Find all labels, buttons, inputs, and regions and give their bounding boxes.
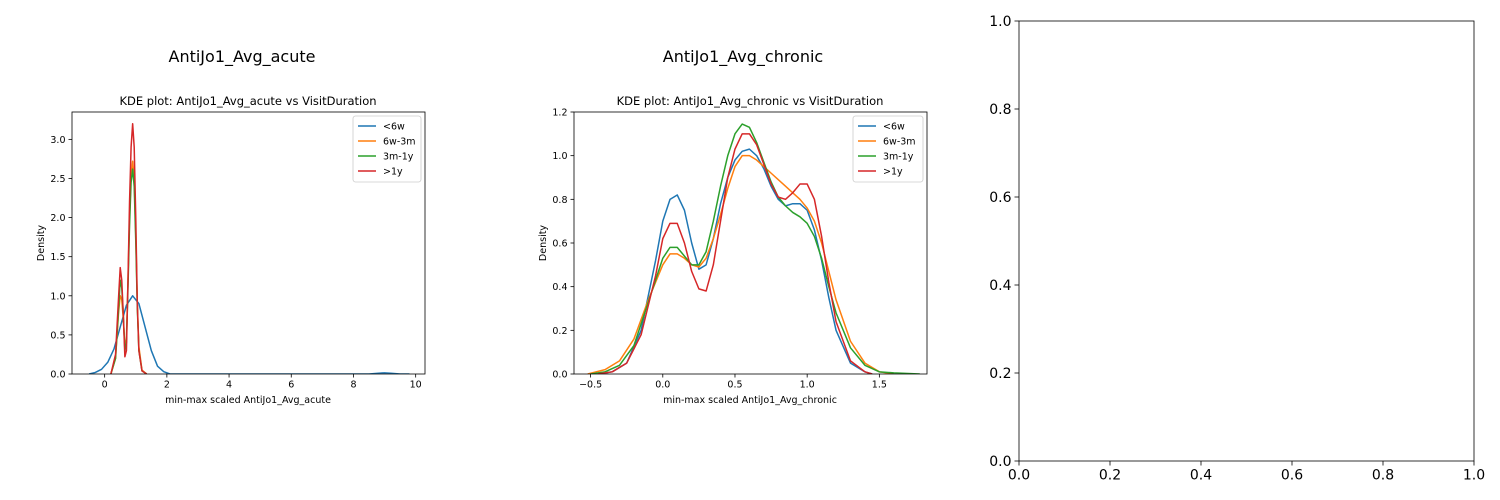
kde-panel-chronic: AntiJo1_Avg_chronic KDE plot: AntiJo1_Av… <box>538 47 928 406</box>
x-tick-label: 0.8 <box>1372 468 1394 484</box>
x-tick-label: 10 <box>410 380 422 391</box>
figure-title-chronic: AntiJo1_Avg_chronic <box>663 47 823 67</box>
y-tick-label: 1.5 <box>50 252 65 263</box>
y-tick-label: 0.0 <box>989 454 1011 470</box>
legend-label: 6w-3m <box>383 137 416 148</box>
y-tick-label: 3.0 <box>50 135 65 146</box>
axes-title-chronic: KDE plot: AntiJo1_Avg_chronic vs VisitDu… <box>617 94 884 108</box>
y-tick-label: 0.8 <box>552 195 567 206</box>
x-tick-label: 1.0 <box>800 380 815 391</box>
x-tick-label: 8 <box>350 380 356 391</box>
series-line-0 <box>88 295 410 374</box>
y-tick-label: 2.0 <box>50 213 65 224</box>
legend-label: <6w <box>383 122 405 133</box>
legend: <6w 6w-3m 3m-1y >1y <box>352 115 422 183</box>
x-tick-label: 0.0 <box>655 380 670 391</box>
x-tick-label: 4 <box>226 380 232 391</box>
x-tick-label: 0.6 <box>1281 468 1303 484</box>
y-axis-label-chronic: Density <box>538 225 549 261</box>
y-tick-label: 0.6 <box>989 190 1011 206</box>
x-tick-label: 0.4 <box>1190 468 1212 484</box>
plot-area-chronic: −0.5 0.0 0.5 1.0 1.5 0.0 0.2 0.4 0.6 0.8 1.0 1.2 <6w… <box>552 108 928 391</box>
x-tick-label: 0.5 <box>727 380 742 391</box>
legend-label: >1y <box>883 167 903 178</box>
empty-panel: 0.0 0.2 0.4 0.6 0.8 1.0 0.0 0.2 0.4 0.6 0.8 1.0 <box>989 14 1485 484</box>
x-tick-label: 6 <box>288 380 294 391</box>
y-tick-label: 0.0 <box>50 370 65 381</box>
x-tick-label: 1.5 <box>872 380 887 391</box>
kde-panel-acute: AntiJo1_Avg_acute KDE plot: AntiJo1_Avg_… <box>36 47 426 406</box>
y-tick-label: 2.5 <box>50 174 65 185</box>
x-axis-label-acute: min-max scaled AntiJo1_Avg_acute <box>165 395 331 406</box>
y-tick-label: 0.4 <box>989 278 1011 294</box>
x-tick-label: 2 <box>164 380 170 391</box>
y-tick-label: 1.0 <box>552 151 567 162</box>
plot-area-empty: 0.0 0.2 0.4 0.6 0.8 1.0 0.0 0.2 0.4 0.6 0.8 1.0 <box>989 14 1485 484</box>
legend-label: >1y <box>383 167 403 178</box>
x-tick-label: 0.0 <box>1008 468 1030 484</box>
x-tick-label: 1.0 <box>1463 468 1485 484</box>
series-line-3 <box>597 133 873 374</box>
x-tick-label: 0 <box>102 380 108 391</box>
y-axis-label-acute: Density <box>36 225 47 261</box>
y-tick-label: 1.2 <box>552 108 567 119</box>
legend-label: 6w-3m <box>883 137 916 148</box>
y-tick-label: 1.0 <box>989 14 1011 30</box>
legend-label: 3m-1y <box>883 152 914 163</box>
x-tick-label: 0.2 <box>1099 468 1121 484</box>
y-tick-label: 0.6 <box>552 239 567 250</box>
axes-title-acute: KDE plot: AntiJo1_Avg_acute vs VisitDura… <box>119 94 376 108</box>
plot-area-acute: 0 2 4 6 8 10 0.0 0.5 1.0 1.5 2.0 2.5 3.0 <6w 6w-3m 3m-1… <box>50 111 426 391</box>
y-tick-label: 0.4 <box>552 282 567 293</box>
series-line-3 <box>110 122 148 374</box>
axes-frame <box>1018 20 1475 462</box>
y-tick-label: 1.0 <box>50 291 65 302</box>
legend-label: 3m-1y <box>383 152 414 163</box>
x-tick-label: −0.5 <box>579 380 602 391</box>
y-tick-label: 0.0 <box>552 370 567 381</box>
x-axis-label-chronic: min-max scaled AntiJo1_Avg_chronic <box>663 395 837 406</box>
legend-label: <6w <box>883 122 905 133</box>
figure-title-acute: AntiJo1_Avg_acute <box>169 47 316 67</box>
y-tick-label: 0.5 <box>50 330 65 341</box>
y-tick-label: 0.2 <box>989 366 1011 382</box>
y-tick-label: 0.8 <box>989 102 1011 118</box>
axes-frame <box>71 111 426 375</box>
legend: <6w 6w-3m 3m-1y >1y <box>852 115 924 183</box>
y-tick-label: 0.2 <box>552 326 567 337</box>
